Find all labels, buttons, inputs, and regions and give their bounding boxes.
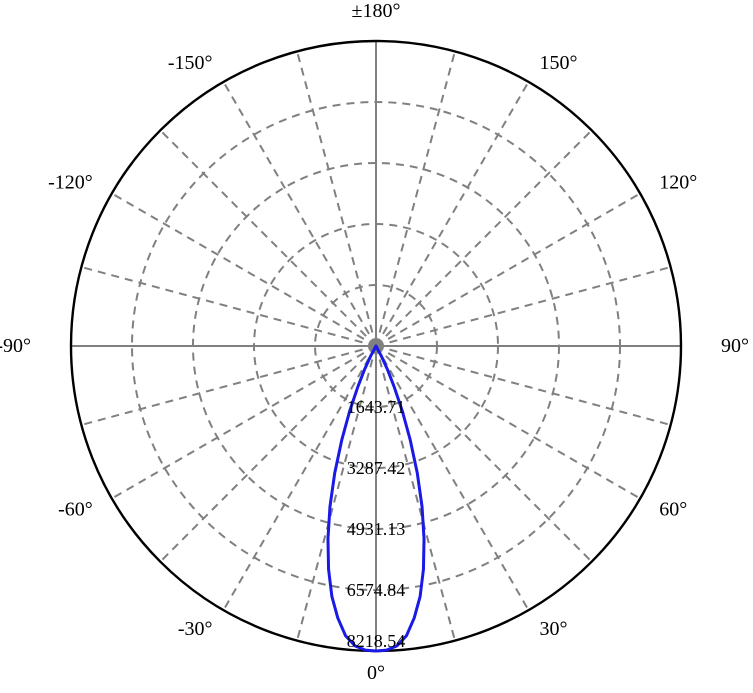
polar-chart: 1643.71 3287.42 4931.13 6574.84 8218.54 0° 30…	[0, 0, 753, 693]
angle-tick-label: -150°	[168, 52, 213, 74]
angle-tick-label: 30°	[540, 618, 568, 640]
angle-tick-label: 150°	[540, 52, 578, 74]
angle-tick-label: 120°	[659, 172, 697, 194]
angle-tick-label: 0°	[367, 662, 385, 684]
angle-tick-label: -90°	[0, 335, 31, 357]
angle-tick-label: ±180°	[352, 0, 401, 22]
radial-tick-label: 3287.42	[347, 458, 406, 478]
angle-tick-label: 90°	[721, 335, 749, 357]
angle-tick-label: -60°	[58, 499, 93, 521]
radial-tick-label: 8218.54	[347, 631, 406, 651]
radial-tick-label: 4931.13	[347, 519, 406, 539]
angle-tick-label: 60°	[659, 499, 687, 521]
angle-tick-label: -30°	[178, 618, 213, 640]
radial-tick-label: 6574.84	[347, 580, 406, 600]
radial-tick-label: 1643.71	[347, 397, 406, 417]
angle-tick-label: -120°	[48, 172, 93, 194]
